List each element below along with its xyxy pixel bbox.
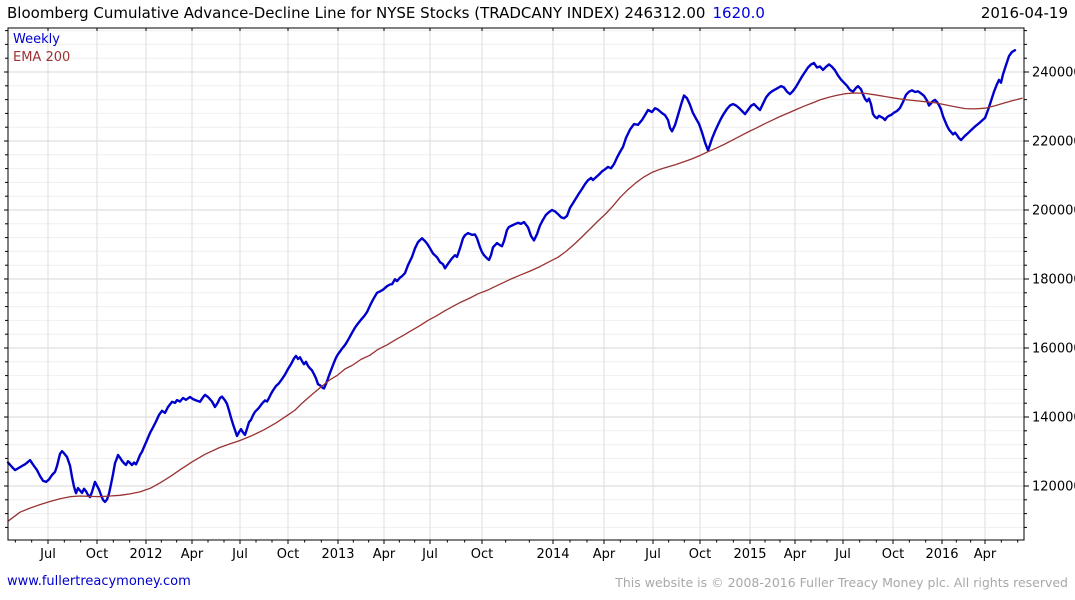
x-axis-label: 2012	[129, 547, 162, 562]
chart-last-change: 1620.0	[712, 4, 765, 22]
copyright-text: This website is © 2008-2016 Fuller Treac…	[615, 575, 1068, 590]
x-axis-label: 2014	[536, 547, 569, 562]
website-link[interactable]: www.fullertreacymoney.com	[7, 574, 191, 589]
x-axis-label: Oct	[689, 547, 711, 562]
chart-title: Bloomberg Cumulative Advance-Decline Lin…	[7, 4, 706, 22]
legend-item-ema-200: EMA 200	[13, 50, 71, 65]
x-axis-label: Apr	[784, 547, 807, 562]
x-axis-label: Jul	[231, 547, 248, 562]
x-axis-label: Apr	[373, 547, 396, 562]
chart-date: 2016-04-19	[980, 4, 1068, 22]
y-axis-label: 240000	[1032, 66, 1075, 81]
ema-line	[7, 92, 1023, 522]
y-axis-label: 140000	[1032, 411, 1075, 426]
y-axis-label: 200000	[1032, 204, 1075, 219]
x-axis-label: Oct	[277, 547, 299, 562]
x-axis-label: 2016	[925, 547, 958, 562]
x-axis-label: Jul	[39, 547, 56, 562]
chart-legend: Weekly EMA 200	[13, 31, 70, 67]
x-axis-label: 2013	[321, 547, 354, 562]
page-footer: www.fullertreacymoney.com This website i…	[0, 568, 1075, 600]
x-axis-label: 2015	[733, 547, 766, 562]
y-axis-label: 160000	[1032, 342, 1075, 357]
price-line	[6, 49, 1017, 504]
plot-border	[7, 27, 1025, 541]
x-axis-label: Oct	[882, 547, 904, 562]
x-axis-label: Apr	[181, 547, 204, 562]
x-axis-label: Jul	[644, 547, 661, 562]
x-axis-label: Apr	[974, 547, 997, 562]
x-axis-label: Apr	[593, 547, 616, 562]
x-axis-label: Oct	[86, 547, 108, 562]
y-axis-label: 220000	[1032, 135, 1075, 150]
y-axis-label: 180000	[1032, 273, 1075, 288]
x-axis-label: Jul	[834, 547, 851, 562]
y-axis-label: 120000	[1032, 480, 1075, 495]
chart-header: Bloomberg Cumulative Advance-Decline Lin…	[7, 4, 1068, 24]
x-axis-label: Oct	[471, 547, 493, 562]
legend-item-weekly: Weekly	[13, 32, 60, 47]
x-axis-label: Jul	[421, 547, 438, 562]
